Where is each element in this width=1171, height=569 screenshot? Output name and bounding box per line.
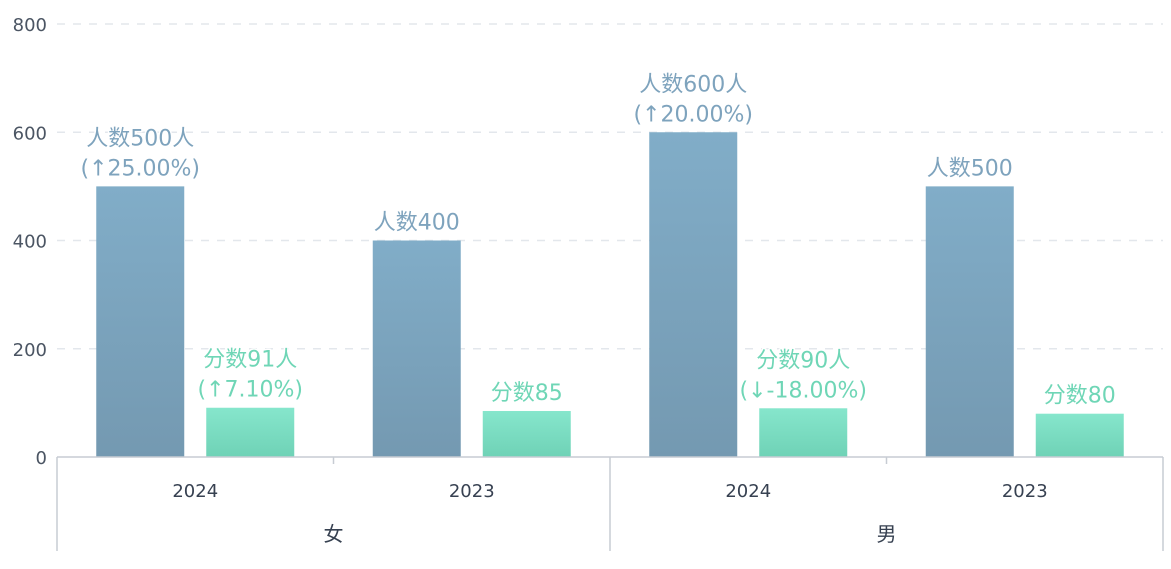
data-label: 分数91人 (↑7.10%) xyxy=(198,348,304,403)
y-tick-label: 600 xyxy=(13,123,47,144)
data-label-line: 人数500人 xyxy=(86,126,194,151)
bar-series1-3 xyxy=(649,132,738,457)
y-tick-label: 800 xyxy=(13,15,47,36)
data-label-line: 人数600人 xyxy=(639,72,747,97)
data-label: 分数80 xyxy=(1044,384,1116,409)
data-label: 人数400 xyxy=(374,211,460,236)
data-label: 人数500 xyxy=(927,156,1013,181)
data-label: 人数600人 (↑20.00%) xyxy=(634,72,754,127)
x-tick-label: 2024 xyxy=(725,481,771,502)
data-label: 分数85 xyxy=(491,381,563,406)
bar-series1-4 xyxy=(925,186,1014,457)
bar-series2-1 xyxy=(206,407,295,457)
y-tick-label: 0 xyxy=(36,448,47,469)
y-tick-label: 200 xyxy=(13,340,47,361)
x-tick-label: 2024 xyxy=(172,481,218,502)
data-label-line: (↑25.00%) xyxy=(81,156,201,181)
bars xyxy=(96,132,1124,457)
data-labels: 人数500人 (↑25.00%) 人数400 人数600人 (↑20.00%) 人数500… xyxy=(79,71,1117,410)
data-label-line: 分数85 xyxy=(491,381,563,406)
data-label: 人数500人 (↑25.00%) xyxy=(81,126,201,181)
data-label: 分数90人 (↓-18.00%) xyxy=(740,348,867,403)
y-axis: 0 200 400 600 800 xyxy=(13,15,47,469)
data-label-line: 分数90人 xyxy=(756,348,850,373)
x-tick-label: 2023 xyxy=(449,481,495,502)
bar-series2-2 xyxy=(482,410,571,457)
data-label-line: (↑7.10%) xyxy=(198,378,304,403)
group-label: 女 xyxy=(324,522,344,546)
data-label-line: 人数400 xyxy=(374,211,460,236)
data-label-line: 人数500 xyxy=(927,156,1013,181)
group-label: 男 xyxy=(877,522,897,546)
data-label-line: (↓-18.00%) xyxy=(740,378,867,403)
x-tick-label: 2023 xyxy=(1002,481,1048,502)
bar-series1-2 xyxy=(372,240,461,457)
bar-series2-4 xyxy=(1035,413,1124,457)
bar-series2-3 xyxy=(759,408,848,457)
data-label-line: 分数91人 xyxy=(203,348,297,373)
y-tick-label: 400 xyxy=(13,232,47,253)
data-label-line: (↑20.00%) xyxy=(634,102,754,127)
data-label-line: 分数80 xyxy=(1044,384,1116,409)
x-axis: 2024 2023 2024 2023 女 男 xyxy=(56,456,1164,551)
bar-series1-1 xyxy=(96,186,185,457)
